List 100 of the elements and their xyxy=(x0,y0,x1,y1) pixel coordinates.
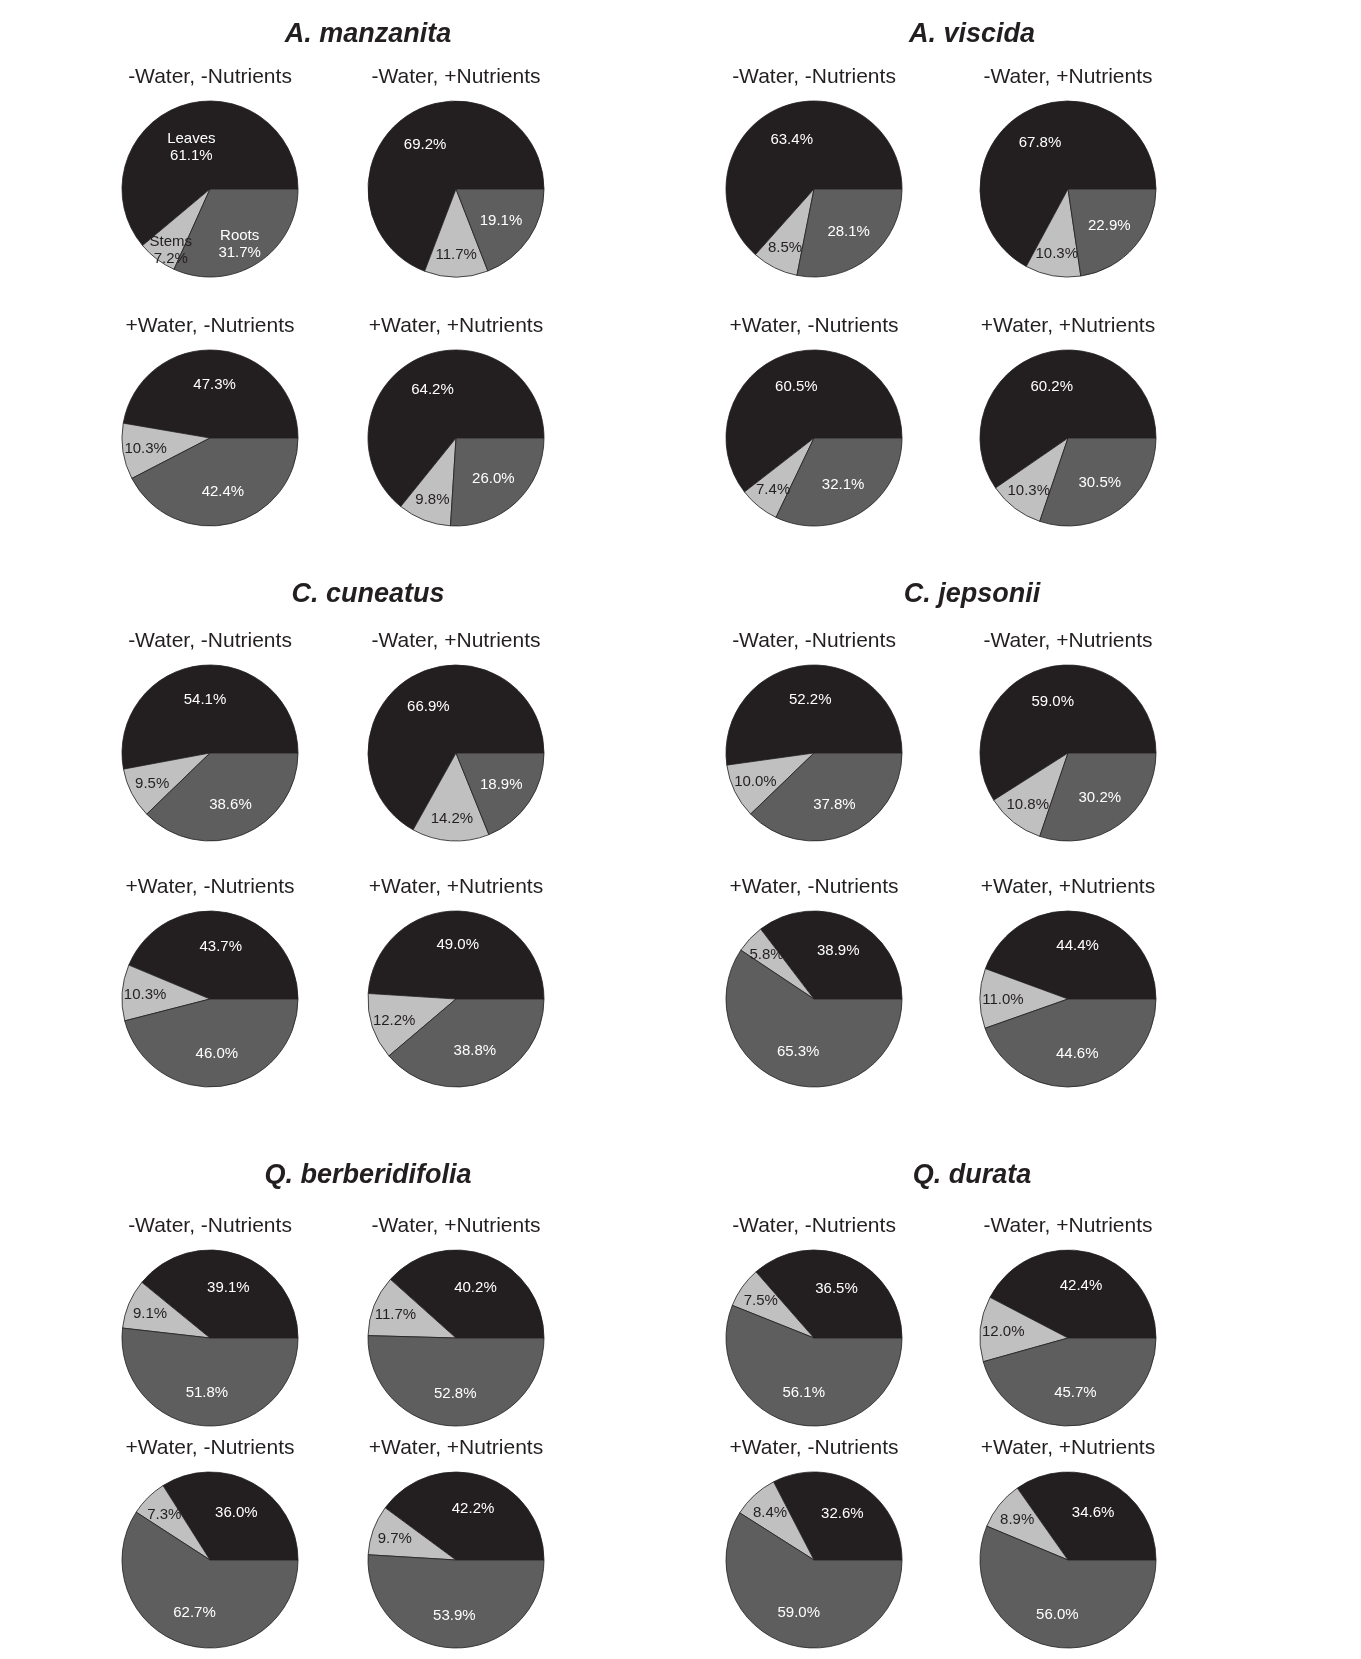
data-label: 69.2% xyxy=(403,135,447,153)
data-label: 63.4% xyxy=(770,130,813,148)
data-label: 19.1% xyxy=(479,210,523,228)
data-label: 11.7% xyxy=(374,1304,417,1322)
chart-title: -Water, +Nutrients xyxy=(983,628,1153,652)
text: A. manzanita xyxy=(283,18,453,49)
data-label: 37.8% xyxy=(813,794,856,812)
data-label: 10.0% xyxy=(734,772,777,790)
data-label: 9.5% xyxy=(135,773,170,791)
data-label: 28.1% xyxy=(827,222,870,240)
data-label: 67.8% xyxy=(1018,133,1062,151)
data-label: 59.0% xyxy=(1031,691,1075,709)
data-label: 52.8% xyxy=(433,1383,477,1401)
data-label: 62.7% xyxy=(173,1603,216,1621)
data-label: 12.0% xyxy=(981,1322,1025,1340)
text: Q. berberidifolia xyxy=(263,1159,473,1190)
data-label: 56.1% xyxy=(782,1382,825,1400)
data-label: 47.3% xyxy=(193,374,236,392)
data-label: 53.9% xyxy=(433,1605,476,1623)
slice-label: Roots xyxy=(220,225,260,243)
data-label: 60.2% xyxy=(1030,376,1074,394)
data-label: 39.1% xyxy=(207,1277,250,1295)
data-label: 22.9% xyxy=(1088,215,1131,233)
data-label: 7.5% xyxy=(743,1291,778,1309)
data-label: 18.9% xyxy=(479,774,523,792)
data-label: 38.6% xyxy=(209,794,252,812)
data-label: 40.2% xyxy=(454,1278,497,1296)
data-label: 65.3% xyxy=(776,1042,820,1060)
data-label: 42.4% xyxy=(201,482,245,500)
data-label: 46.0% xyxy=(195,1044,239,1062)
data-label: 10.8% xyxy=(1006,795,1050,813)
data-label: 34.6% xyxy=(1071,1502,1115,1520)
data-label: 26.0% xyxy=(472,468,515,486)
data-label: 32.6% xyxy=(821,1504,864,1522)
text: C. jepsonii xyxy=(902,578,1042,609)
data-label: 66.9% xyxy=(407,696,450,714)
data-label: 10.3% xyxy=(124,438,167,456)
text: A. viscida xyxy=(907,18,1037,49)
chart-title: -Water, +Nutrients xyxy=(371,1213,541,1237)
chart-title: +Water, +Nutrients xyxy=(980,874,1156,898)
chart-title: +Water, +Nutrients xyxy=(368,874,544,898)
chart-title: +Water, +Nutrients xyxy=(980,1435,1156,1459)
text: C. cuneatus xyxy=(290,578,446,609)
chart-title: -Water, +Nutrients xyxy=(983,64,1153,88)
data-label: 8.9% xyxy=(1000,1510,1035,1528)
data-label: 42.2% xyxy=(451,1499,495,1517)
slice-label: Leaves xyxy=(167,128,216,146)
data-label: 30.5% xyxy=(1078,473,1122,491)
data-label: 7.3% xyxy=(147,1504,182,1522)
data-label: 12.2% xyxy=(372,1010,416,1028)
data-label: 54.1% xyxy=(183,689,227,707)
chart-title: +Water, -Nutrients xyxy=(125,1435,295,1459)
data-label: 59.0% xyxy=(777,1603,821,1621)
chart-title: +Water, +Nutrients xyxy=(368,1435,544,1459)
data-label: 56.0% xyxy=(1036,1604,1079,1622)
data-label: 10.3% xyxy=(123,985,167,1003)
chart-title: +Water, -Nutrients xyxy=(729,874,899,898)
data-label: 42.4% xyxy=(1059,1276,1103,1294)
chart-title: +Water, -Nutrients xyxy=(125,313,295,337)
data-label: 7.4% xyxy=(756,479,791,497)
data-label: 36.0% xyxy=(215,1503,258,1521)
data-label: 64.2% xyxy=(411,379,454,397)
data-label: 8.5% xyxy=(767,238,803,256)
data-label: 30.2% xyxy=(1078,788,1122,806)
data-label: 9.8% xyxy=(415,489,450,507)
text: Q. durata xyxy=(911,1159,1033,1190)
chart-title: +Water, -Nutrients xyxy=(729,313,899,337)
chart-title: +Water, -Nutrients xyxy=(729,1435,899,1459)
data-label: 11.0% xyxy=(982,989,1024,1007)
data-label: 14.2% xyxy=(430,808,474,826)
chart-title: -Water, -Nutrients xyxy=(732,628,896,652)
data-label: 51.8% xyxy=(185,1383,229,1401)
chart-title: -Water, -Nutrients xyxy=(128,1213,292,1237)
chart-title: -Water, -Nutrients xyxy=(128,64,292,88)
data-label: 36.5% xyxy=(815,1279,858,1297)
data-label: 52.2% xyxy=(788,689,832,707)
chart-title: -Water, +Nutrients xyxy=(371,628,541,652)
data-label: 9.7% xyxy=(377,1528,412,1546)
data-label: 9.1% xyxy=(132,1303,168,1321)
data-label: 49.0% xyxy=(436,935,479,953)
chart-title: -Water, +Nutrients xyxy=(371,64,541,88)
data-label: 44.6% xyxy=(1055,1043,1099,1061)
data-label: 10.3% xyxy=(1007,480,1051,498)
data-label: 31.7% xyxy=(218,242,261,260)
data-label: 61.1% xyxy=(170,145,213,163)
data-label: 45.7% xyxy=(1054,1383,1097,1401)
chart-title: -Water, -Nutrients xyxy=(128,628,292,652)
chart-title: -Water, +Nutrients xyxy=(983,1213,1153,1237)
data-label: 60.5% xyxy=(775,377,818,395)
chart-title: -Water, -Nutrients xyxy=(732,1213,896,1237)
data-label: 38.9% xyxy=(816,941,860,959)
chart-title: +Water, -Nutrients xyxy=(125,874,295,898)
data-label: 8.4% xyxy=(752,1502,788,1520)
chart-title: +Water, +Nutrients xyxy=(368,313,544,337)
data-label: 38.8% xyxy=(453,1041,497,1059)
data-label: 43.7% xyxy=(199,936,242,954)
chart-title: +Water, +Nutrients xyxy=(980,313,1156,337)
data-label: 11.7% xyxy=(435,245,477,263)
data-label: 44.4% xyxy=(1056,936,1099,954)
data-label: 32.1% xyxy=(821,475,865,493)
